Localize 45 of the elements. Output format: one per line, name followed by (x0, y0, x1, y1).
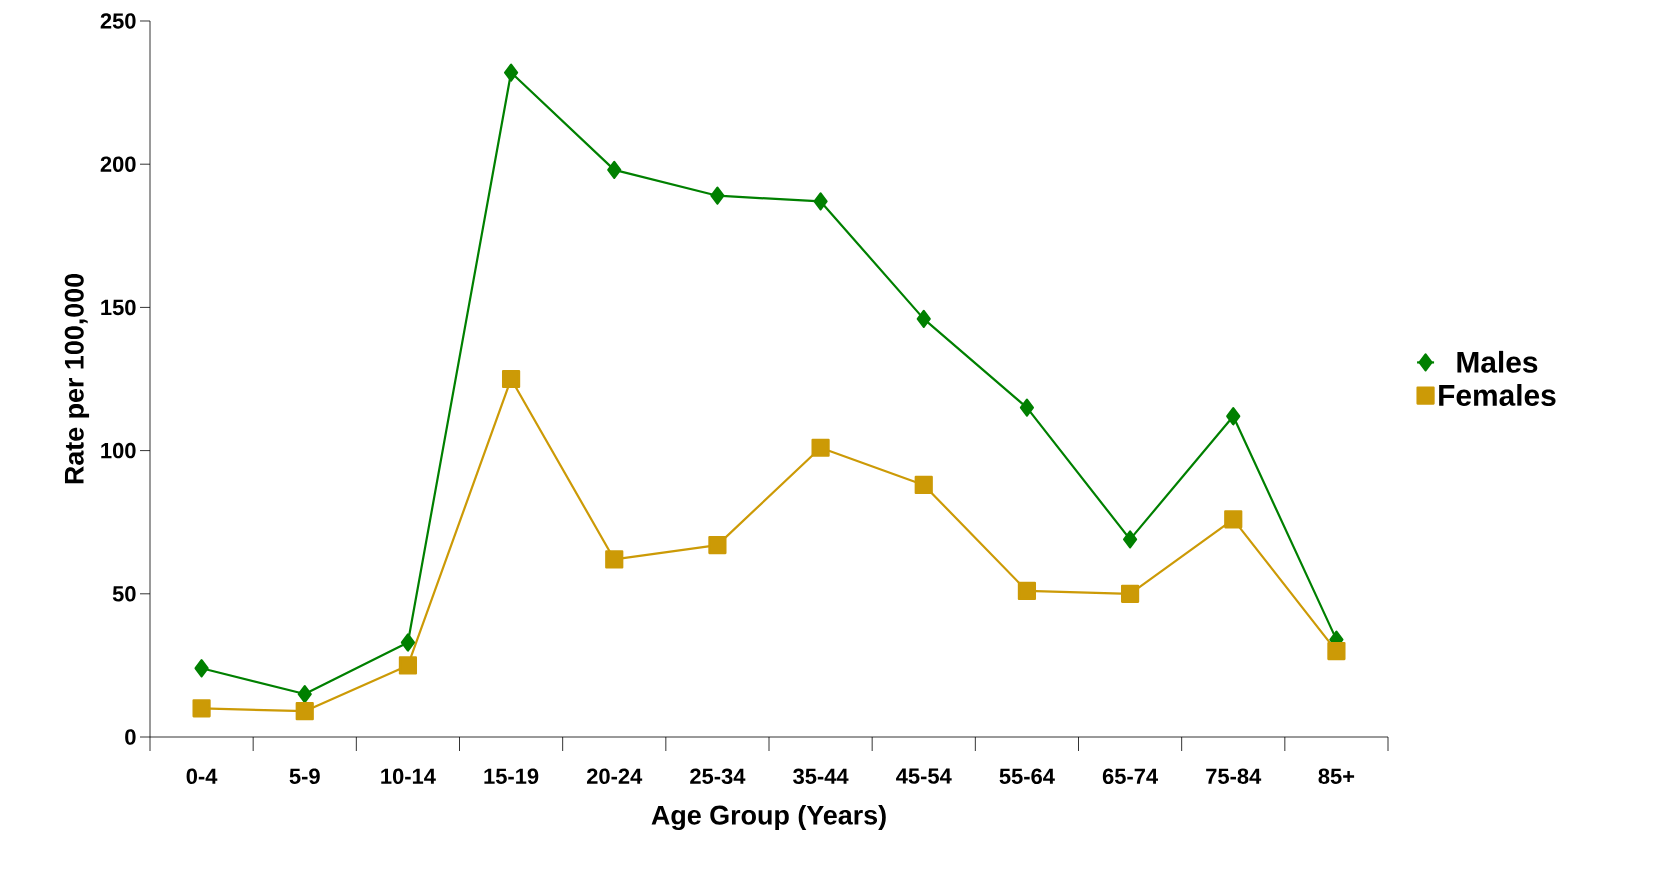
x-tick-label: 25-34 (690, 768, 746, 785)
y-tick-label: 50 (112, 586, 136, 602)
legend-label: Females (1439, 383, 1556, 406)
point (194, 659, 209, 678)
point (398, 656, 418, 675)
point (605, 550, 624, 569)
point (916, 309, 931, 328)
point (501, 369, 521, 389)
y-tick-label: 100 (101, 442, 136, 459)
y-tick-label: 200 (100, 156, 136, 172)
x-tick-label: 55-64 (999, 768, 1055, 785)
legend-label: Males (1457, 350, 1538, 373)
point (1122, 530, 1138, 549)
point (811, 438, 830, 457)
point (708, 536, 727, 555)
point (1226, 407, 1241, 426)
x-tick-label: 75-84 (1206, 768, 1262, 785)
point (503, 63, 519, 82)
point (1017, 581, 1037, 601)
point (813, 192, 828, 211)
x-tick-label: 10-14 (381, 768, 436, 785)
x-tick-label: 5-9 (289, 768, 320, 785)
x-tick-label: 85+ (1318, 768, 1355, 785)
point (607, 160, 622, 180)
point (710, 186, 725, 205)
point (400, 633, 416, 652)
point (1224, 510, 1243, 529)
x-tick-label: 35-44 (793, 768, 849, 785)
x-tick-label: 45-54 (896, 768, 952, 784)
point (1120, 584, 1140, 603)
y-tick-label: 0 (125, 729, 136, 745)
x-tick-label: 65-74 (1102, 768, 1158, 785)
point (295, 702, 314, 721)
point (192, 699, 211, 718)
x-tick-label: 0-4 (186, 768, 218, 785)
x-axis-title: Age Group (Years) (651, 804, 886, 831)
y-axis-title: Rate per 100,000 (64, 273, 90, 484)
y-tick-label: 250 (100, 13, 136, 29)
x-tick-label: 15-19 (484, 768, 539, 785)
x-tick-label: 20-24 (586, 768, 643, 785)
point (297, 684, 312, 704)
point (914, 475, 933, 495)
point (1019, 398, 1035, 417)
y-tick-label: 150 (101, 299, 136, 316)
point (1327, 641, 1346, 661)
